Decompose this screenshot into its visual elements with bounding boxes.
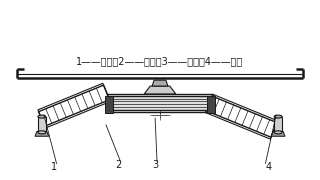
Text: 1: 1 bbox=[51, 162, 57, 172]
Ellipse shape bbox=[38, 131, 46, 134]
Polygon shape bbox=[144, 86, 176, 94]
Ellipse shape bbox=[274, 115, 282, 118]
Ellipse shape bbox=[274, 131, 282, 134]
Polygon shape bbox=[274, 117, 282, 132]
Text: 3: 3 bbox=[152, 160, 158, 170]
Polygon shape bbox=[35, 131, 49, 136]
Polygon shape bbox=[38, 117, 46, 132]
Polygon shape bbox=[206, 96, 277, 137]
Polygon shape bbox=[152, 80, 168, 86]
Text: 1——架体；2——转盘；3——大梁；4——立辊: 1——架体；2——转盘；3——大梁；4——立辊 bbox=[76, 57, 244, 67]
Polygon shape bbox=[105, 96, 113, 113]
Text: 2: 2 bbox=[116, 160, 122, 170]
Ellipse shape bbox=[38, 115, 46, 118]
Polygon shape bbox=[109, 96, 211, 110]
Polygon shape bbox=[207, 96, 215, 113]
Polygon shape bbox=[271, 131, 285, 136]
Polygon shape bbox=[39, 85, 109, 126]
Text: 4: 4 bbox=[265, 162, 271, 172]
